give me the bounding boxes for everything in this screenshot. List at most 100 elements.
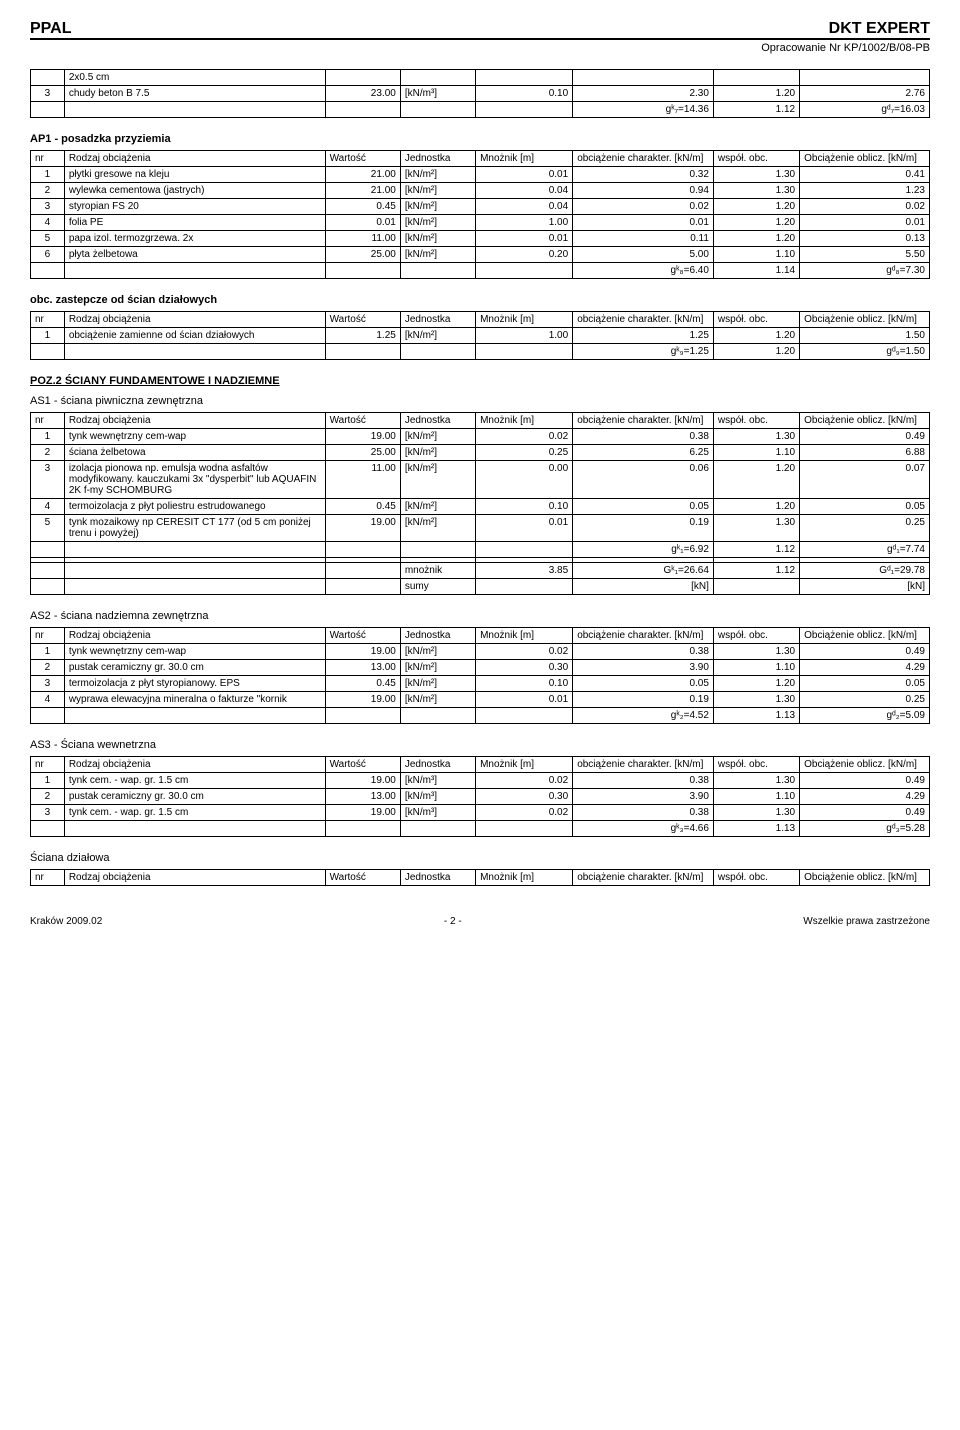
table-cell: 1.25 [573,328,714,344]
table-cell: 25.00 [325,247,400,263]
table-cell: 1.30 [713,183,799,199]
table-cell: 2 [31,789,65,805]
footer-center: - 2 - [444,916,462,927]
column-header: współ. obc. [713,628,799,644]
table-cell: gᵈ₃=5.28 [800,821,930,837]
table-cell: tynk cem. - wap. gr. 1.5 cm [64,773,325,789]
table-cell: 1.30 [713,515,799,542]
column-header: nr [31,628,65,644]
table-cell [400,344,475,360]
table-cell: 1.10 [713,660,799,676]
table-cell: gᵈ₁=7.74 [800,542,930,558]
table-cell: [kN/m²] [400,692,475,708]
table-cell: [kN/m²] [400,644,475,660]
table-cell: 6.25 [573,445,714,461]
table-cell: 1.50 [800,328,930,344]
table-as1: nrRodzaj obciążeniaWartośćJednostkaMnożn… [30,412,930,595]
table-cell [573,70,714,86]
table-cell: 1 [31,328,65,344]
table-cell: 2 [31,445,65,461]
column-header: obciążenie charakter. [kN/m] [573,870,714,886]
table-cell: 0.94 [573,183,714,199]
column-header: Obciążenie oblicz. [kN/m] [800,312,930,328]
table-cell: 0.05 [800,499,930,515]
table-cell: 0.10 [476,86,573,102]
table-cell [325,708,400,724]
table-obc-zast: nrRodzaj obciążeniaWartośćJednostkaMnożn… [30,311,930,360]
table-cell: 1.30 [713,429,799,445]
table-cell: 0.02 [573,199,714,215]
page-footer: Kraków 2009.02 - 2 - Wszelkie prawa zast… [30,916,930,927]
column-header: obciążenie charakter. [kN/m] [573,757,714,773]
table-cell: 0.49 [800,805,930,821]
table-cell [713,579,799,595]
table-cell [64,563,325,579]
table-cell [325,70,400,86]
table-cell: ściana żelbetowa [64,445,325,461]
header-right: DKT EXPERT [829,20,930,38]
table-cell: [kN/m²] [400,445,475,461]
section-as3: AS3 - Ściana wewnetrzna [30,739,930,751]
table-cell [64,821,325,837]
table-cell: płytki gresowe na kleju [64,167,325,183]
table-cell [64,263,325,279]
table-cell: gᵈ₂=5.09 [800,708,930,724]
table-cell [325,542,400,558]
table-cell: 0.02 [476,805,573,821]
table-cell: 0.45 [325,499,400,515]
table-cell: Gᵏ₁=26.64 [573,563,714,579]
table-cell: 1.14 [713,263,799,279]
table-cell [64,579,325,595]
table-cell: 0.05 [800,676,930,692]
table-cell: 5.50 [800,247,930,263]
table-cell: 2 [31,660,65,676]
table-cell [476,821,573,837]
table-cell: 1.12 [713,542,799,558]
table-cell: 1 [31,167,65,183]
column-header: Jednostka [400,151,475,167]
table-cell: 13.00 [325,660,400,676]
table-cell: 0.19 [573,515,714,542]
table-cell: termoizolacja z płyt styropianowy. EPS [64,676,325,692]
table-cell: 1 [31,429,65,445]
table-cell: [kN/m²] [400,167,475,183]
table-cell: 19.00 [325,644,400,660]
column-header: Jednostka [400,312,475,328]
column-header: Wartość [325,151,400,167]
table-cell: 11.00 [325,461,400,499]
section-obc-zast: obc. zastepcze od ścian działowych [30,294,930,306]
table-cell [31,542,65,558]
table-cell [400,70,475,86]
table-cell: 0.05 [573,499,714,515]
column-header: Wartość [325,413,400,429]
table-cell: 0.38 [573,805,714,821]
table-cell [476,263,573,279]
table-cell [31,102,65,118]
column-header: Obciążenie oblicz. [kN/m] [800,628,930,644]
table-cell: 1.00 [476,328,573,344]
table-cell: tynk mozaikowy np CERESIT CT 177 (od 5 c… [64,515,325,542]
column-header: Rodzaj obciążenia [64,628,325,644]
table-cell: 3 [31,676,65,692]
table-cell: wyprawa elewacyjna mineralna o fakturze … [64,692,325,708]
table-cell: 23.00 [325,86,400,102]
column-header: Obciążenie oblicz. [kN/m] [800,757,930,773]
table-cell: 1 [31,773,65,789]
table-cell: papa izol. termozgrzewa. 2x [64,231,325,247]
table-cell: 21.00 [325,183,400,199]
table-cell [400,542,475,558]
section-sciana-dzialowa: Ściana działowa [30,852,930,864]
header-left: PPAL [30,20,71,38]
table-cell: pustak ceramiczny gr. 30.0 cm [64,660,325,676]
table-cell [31,708,65,724]
table-cell: 0.49 [800,429,930,445]
table-cell [31,70,65,86]
table-cell: wylewka cementowa (jastrych) [64,183,325,199]
column-header: Rodzaj obciążenia [64,151,325,167]
table-cell: 2.76 [800,86,930,102]
table-cell: 0.10 [476,676,573,692]
table-cell: 0.01 [476,692,573,708]
table-cell: 3 [31,805,65,821]
table-cell [31,579,65,595]
section-as1: AS1 - ściana piwniczna zewnętrzna [30,395,930,407]
